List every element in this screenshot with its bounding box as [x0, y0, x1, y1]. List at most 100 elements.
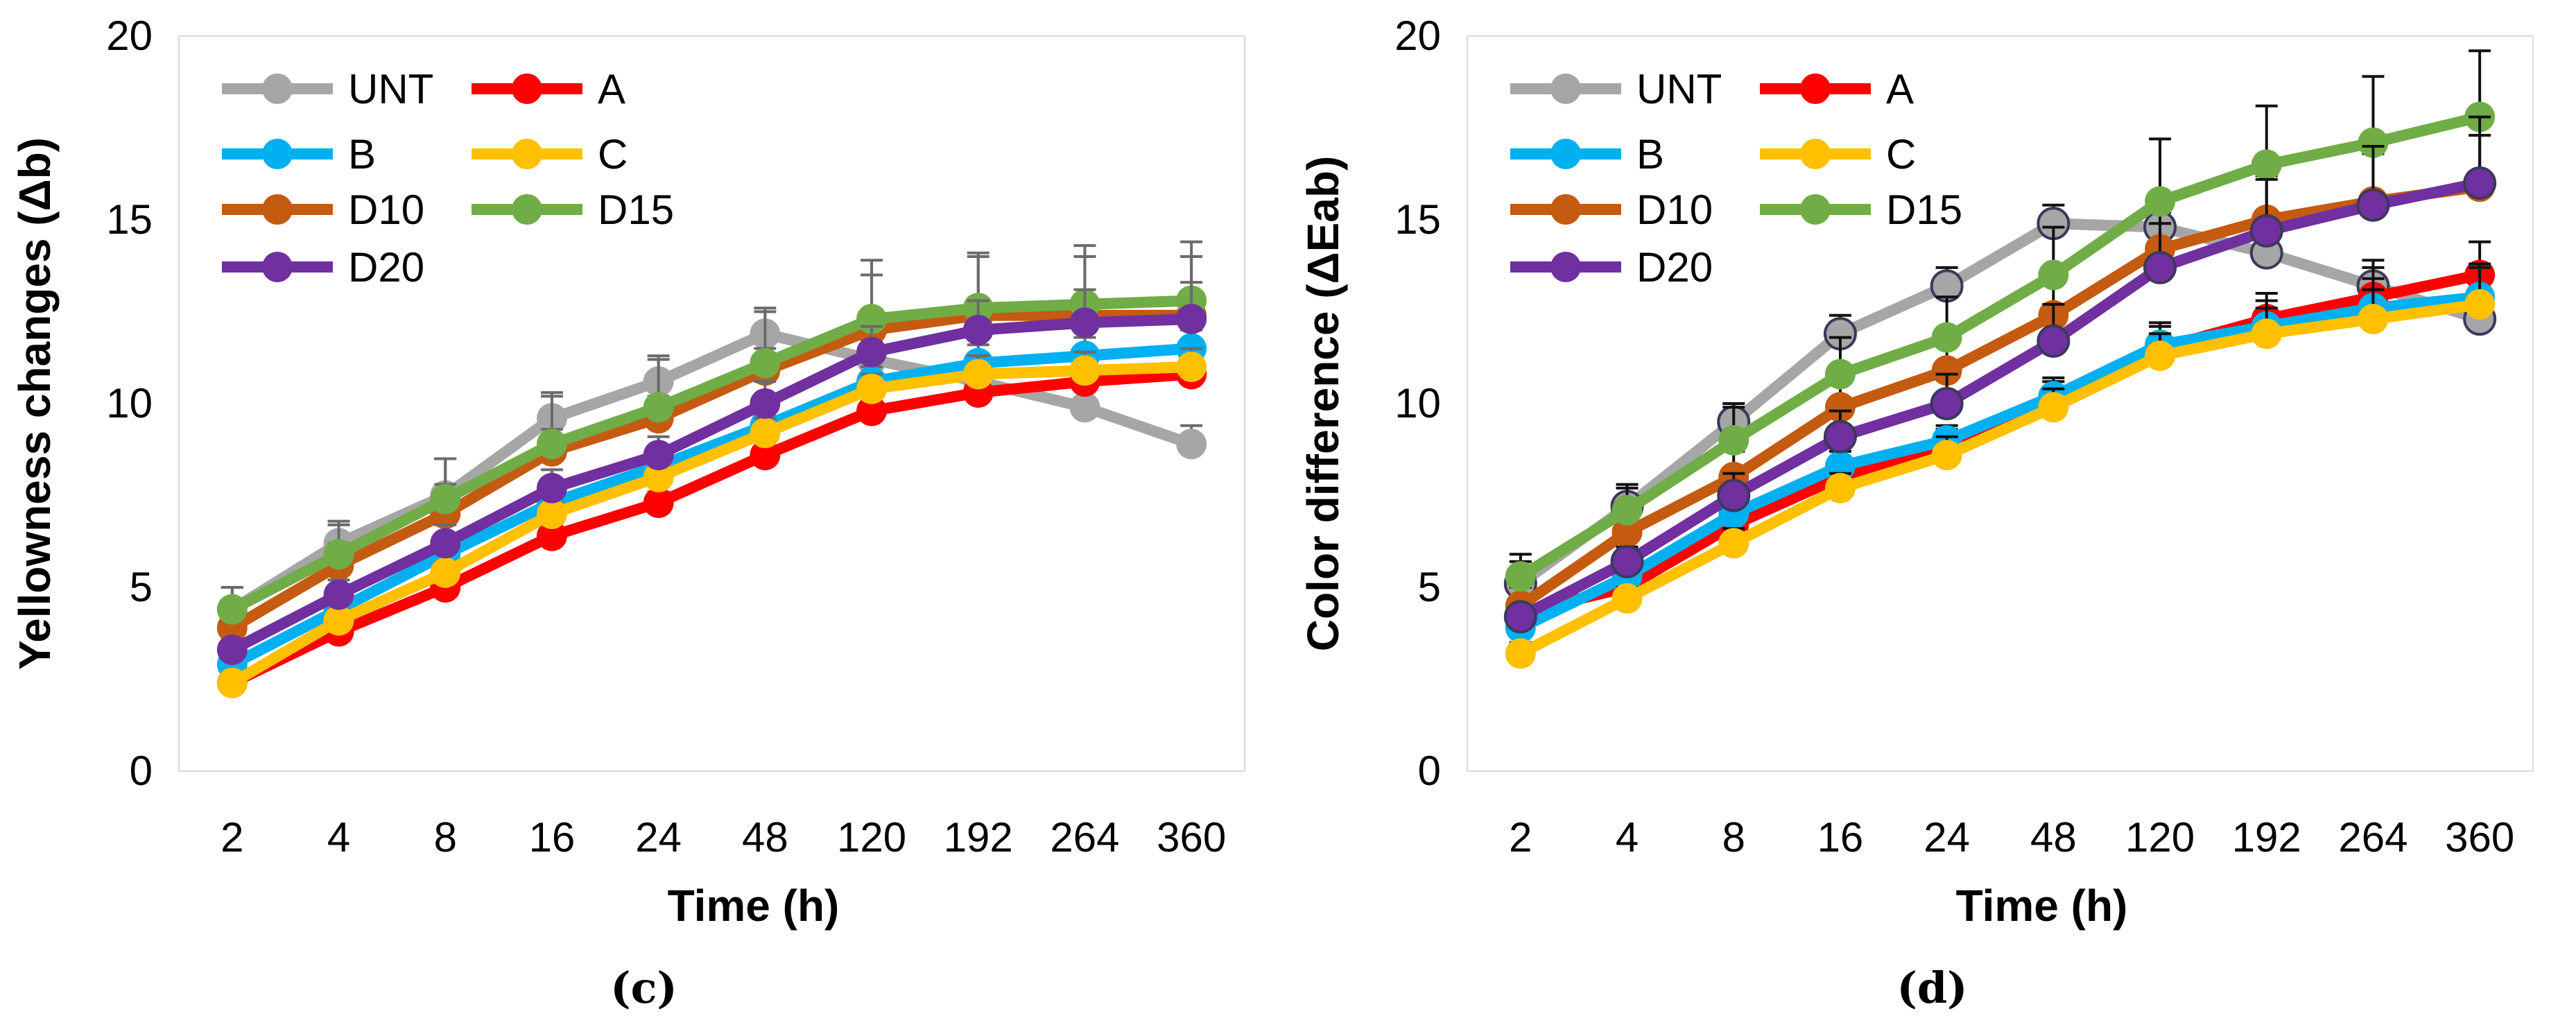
y-tick-label-c-3: 15 [106, 196, 153, 243]
plot-area-d [1467, 35, 2534, 772]
point-d20-d-5 [2037, 324, 2071, 358]
legend-label-unt-d: UNT [1636, 66, 1722, 112]
point-d15-d-0 [1505, 561, 1536, 592]
point-d20-c-2 [430, 528, 461, 559]
point-c-d-9 [2464, 288, 2496, 320]
y-tick-label-d-3: 15 [1394, 196, 1441, 243]
x-tick-label-d-9: 360 [2445, 814, 2514, 861]
x-tick-label-d-0: 2 [1509, 814, 1532, 861]
line-c-d [1518, 298, 2481, 659]
legend-item-c-c: C [472, 131, 628, 178]
point-d15-c-2 [430, 483, 461, 515]
line-c-c [229, 361, 1192, 688]
panel-label-d: (d) [1896, 962, 1968, 1013]
y-tick-label-c-0: 0 [130, 748, 153, 794]
point-unt-c-9 [1176, 429, 1207, 460]
legend-label-d10-c: D10 [348, 187, 424, 233]
point-c-c-5 [750, 417, 781, 449]
point-d15-c-3 [536, 429, 567, 460]
point-c-c-0 [216, 667, 248, 698]
line-b-d [1518, 291, 2481, 633]
legend-label-d15-c: D15 [598, 187, 674, 233]
x-tick-label-d-2: 8 [1722, 814, 1745, 861]
x-tick-label-d-7: 192 [2232, 814, 2301, 861]
point-d20-c-1 [323, 579, 354, 610]
x-tick-label-c-5: 48 [742, 814, 788, 861]
point-d20-c-4 [643, 440, 674, 471]
x-tick-label-d-5: 48 [2030, 814, 2077, 861]
x-tick-label-c-7: 192 [944, 814, 1013, 861]
point-d20-d-4 [1930, 387, 1964, 420]
point-a-c-5 [750, 440, 781, 471]
point-d15-c-0 [216, 594, 248, 625]
point-c-c-3 [536, 499, 567, 529]
legend-label-b-d: B [1636, 131, 1664, 178]
point-c-d-4 [1931, 440, 1962, 471]
point-d20-d-1 [1610, 544, 1644, 578]
point-c-d-2 [1718, 528, 1749, 559]
point-d20-c-0 [216, 634, 248, 666]
legend-label-d15-d: D15 [1886, 187, 1962, 233]
point-d20-c-6 [856, 336, 888, 368]
point-c-d-1 [1611, 582, 1643, 614]
legend-item-d15-d: D15 [1760, 187, 1962, 233]
panel-label-c: (c) [610, 962, 677, 1013]
x-tick-label-d-1: 4 [1616, 814, 1639, 861]
x-tick-label-d-4: 24 [1924, 814, 1970, 861]
series-d15-d [1505, 49, 2496, 592]
point-d20-c-5 [750, 388, 781, 419]
point-d20-d-2 [1717, 478, 1751, 512]
point-c-d-3 [1824, 472, 1856, 503]
point-a-c-4 [643, 487, 674, 519]
x-axis-title-c: Time (h) [668, 881, 840, 931]
line-b-c [230, 343, 1192, 670]
line-d15-d [1517, 111, 2482, 581]
point-d15-d-2 [1718, 425, 1749, 456]
legend-label-a-c: A [598, 66, 625, 112]
y-tick-label-c-1: 5 [130, 564, 153, 610]
x-tick-label-c-6: 120 [837, 814, 906, 861]
y-tick-label-d-4: 20 [1394, 12, 1441, 59]
point-d20-d-7 [2249, 214, 2283, 248]
legend-label-d10-d: D10 [1636, 187, 1713, 233]
point-c-d-0 [1505, 638, 1536, 669]
line-a-c [230, 368, 1192, 689]
legend-label-b-c: B [348, 131, 376, 178]
x-tick-label-d-3: 16 [1817, 814, 1864, 861]
point-d20-c-7 [962, 315, 994, 345]
y-tick-label-c-4: 20 [106, 12, 153, 59]
legend-item-d10-c: D10 [222, 187, 424, 233]
y-tick-label-d-1: 5 [1418, 564, 1441, 610]
legend-label-a-d: A [1886, 66, 1914, 112]
point-d20-c-8 [1069, 307, 1100, 338]
point-d15-d-4 [1931, 322, 1962, 353]
legend-label-d20-d: D20 [1636, 244, 1713, 291]
series-d20-d [1503, 115, 2497, 634]
point-d15-d-6 [2145, 186, 2176, 217]
y-axis-title-c: Yellowness changes (Δb) [10, 137, 60, 670]
point-c-c-2 [430, 557, 461, 588]
point-d15-c-4 [643, 392, 674, 423]
legend-label-unt-c: UNT [348, 66, 433, 112]
y-axis-title-d: Color difference (ΔEab) [1298, 156, 1348, 652]
y-tick-label-d-2: 10 [1394, 380, 1441, 426]
point-d15-d-8 [2358, 127, 2389, 158]
legend-label-c-d: C [1886, 131, 1916, 178]
x-tick-label-c-8: 264 [1050, 814, 1119, 861]
point-a-c-3 [536, 520, 567, 551]
x-tick-label-c-0: 2 [221, 814, 243, 861]
point-c-d-5 [2038, 392, 2069, 423]
point-d15-d-1 [1611, 494, 1643, 526]
legend-item-b-d: B [1510, 131, 1664, 178]
legend-item-d15-c: D15 [472, 187, 674, 233]
legend-item-d20-d: D20 [1510, 244, 1713, 291]
line-d20-d [1518, 178, 2481, 622]
line-d15-c [230, 295, 1192, 614]
x-tick-label-c-9: 360 [1157, 814, 1226, 861]
point-c-c-6 [856, 373, 888, 404]
point-c-c-9 [1176, 352, 1207, 382]
point-c-c-8 [1069, 355, 1100, 386]
point-d15-d-5 [2038, 259, 2069, 291]
